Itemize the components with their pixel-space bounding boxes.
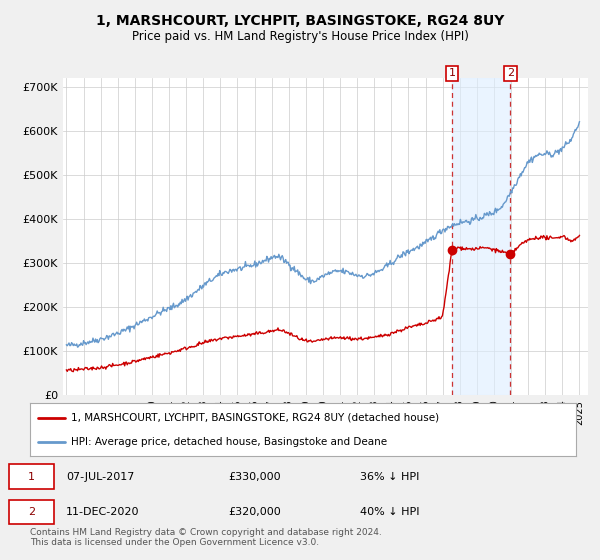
Text: £330,000: £330,000 (228, 472, 281, 482)
Bar (452, 78, 511, 395)
Text: 1, MARSHCOURT, LYCHPIT, BASINGSTOKE, RG24 8UY (detached house): 1, MARSHCOURT, LYCHPIT, BASINGSTOKE, RG2… (71, 413, 439, 423)
Text: 40% ↓ HPI: 40% ↓ HPI (360, 507, 419, 517)
FancyBboxPatch shape (9, 500, 54, 524)
Text: 1: 1 (28, 472, 35, 482)
Text: Contains HM Land Registry data © Crown copyright and database right 2024.
This d: Contains HM Land Registry data © Crown c… (30, 528, 382, 547)
Text: 07-JUL-2017: 07-JUL-2017 (66, 472, 134, 482)
Text: £320,000: £320,000 (228, 507, 281, 517)
Text: 2: 2 (28, 507, 35, 517)
Text: 1, MARSHCOURT, LYCHPIT, BASINGSTOKE, RG24 8UY: 1, MARSHCOURT, LYCHPIT, BASINGSTOKE, RG2… (96, 14, 504, 28)
Text: 2: 2 (507, 68, 514, 78)
Text: 11-DEC-2020: 11-DEC-2020 (66, 507, 139, 517)
Text: Price paid vs. HM Land Registry's House Price Index (HPI): Price paid vs. HM Land Registry's House … (131, 30, 469, 43)
FancyBboxPatch shape (9, 464, 54, 489)
Text: 1: 1 (449, 68, 455, 78)
Text: HPI: Average price, detached house, Basingstoke and Deane: HPI: Average price, detached house, Basi… (71, 437, 387, 447)
Text: 36% ↓ HPI: 36% ↓ HPI (360, 472, 419, 482)
